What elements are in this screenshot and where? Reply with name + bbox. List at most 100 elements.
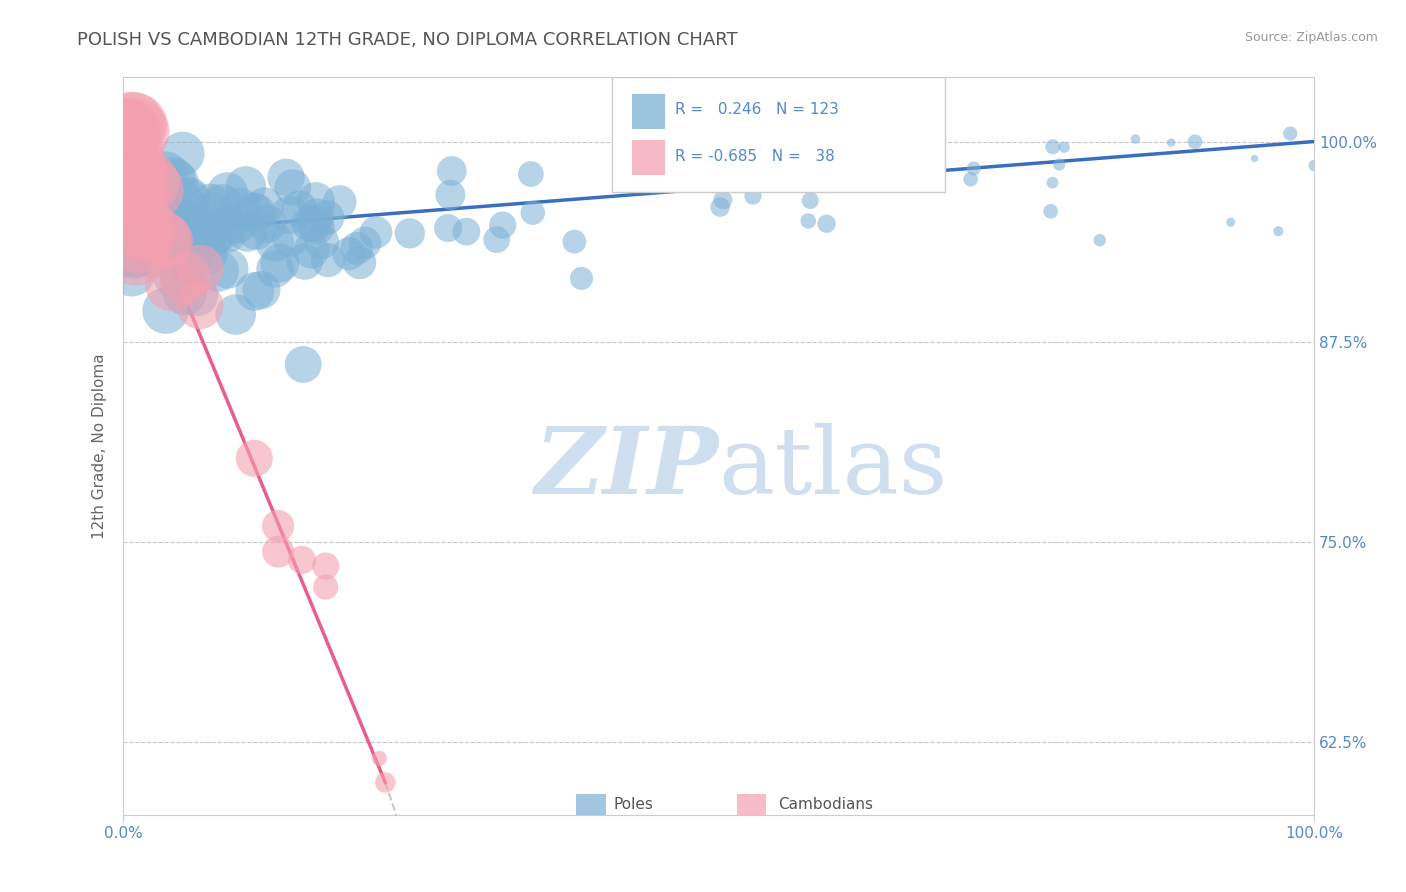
Point <box>269 256 291 270</box>
Point <box>278 208 301 222</box>
Point <box>364 226 387 240</box>
Point <box>299 244 322 258</box>
Point <box>155 167 177 181</box>
Point <box>243 285 266 299</box>
Text: R =   0.246   N = 123: R = 0.246 N = 123 <box>675 102 838 117</box>
Point <box>815 217 838 231</box>
Point <box>173 271 195 285</box>
Point <box>122 184 145 198</box>
Point <box>315 559 337 574</box>
Point <box>315 580 337 594</box>
Point <box>1088 233 1111 247</box>
Point <box>131 221 153 235</box>
Point <box>1160 136 1182 150</box>
Point <box>115 125 138 139</box>
Point <box>274 170 297 185</box>
Point <box>250 283 273 297</box>
Point <box>141 248 163 262</box>
Point <box>114 180 136 194</box>
Point <box>763 157 786 171</box>
Text: atlas: atlas <box>718 423 948 513</box>
Point <box>302 216 325 230</box>
FancyBboxPatch shape <box>612 78 945 192</box>
Point <box>1125 132 1147 146</box>
Point <box>112 163 135 178</box>
Point <box>346 241 368 255</box>
Point <box>226 217 249 231</box>
Point <box>217 261 239 276</box>
Point <box>305 209 328 223</box>
Point <box>797 214 820 228</box>
Point <box>307 219 329 234</box>
Point <box>522 205 544 219</box>
Point <box>162 277 184 292</box>
Point <box>316 253 339 268</box>
Point <box>195 226 218 240</box>
Point <box>162 172 184 186</box>
Point <box>138 176 160 190</box>
Point <box>125 245 148 260</box>
Point <box>112 162 135 177</box>
Point <box>188 298 211 312</box>
Point <box>155 227 177 241</box>
Point <box>437 221 460 235</box>
Point <box>256 217 278 231</box>
Point <box>118 184 141 198</box>
Point <box>305 194 328 209</box>
Point <box>156 227 179 242</box>
Point <box>181 247 204 261</box>
Point <box>243 451 266 466</box>
Point <box>229 201 252 215</box>
Point <box>709 200 731 214</box>
Point <box>138 174 160 188</box>
Point <box>1039 204 1062 219</box>
Point <box>172 196 194 211</box>
Point <box>114 164 136 178</box>
Point <box>165 211 187 226</box>
Point <box>456 225 478 239</box>
Point <box>235 179 257 194</box>
Point <box>215 225 238 239</box>
Point <box>165 176 187 190</box>
Point <box>963 161 986 176</box>
Text: Poles: Poles <box>614 797 654 812</box>
Point <box>1267 224 1289 238</box>
Point <box>131 227 153 241</box>
Point <box>211 197 233 211</box>
Point <box>181 219 204 234</box>
Point <box>368 751 391 765</box>
Point <box>711 193 734 207</box>
Bar <box>737 794 766 814</box>
Point <box>292 358 315 372</box>
Text: R = -0.685   N =   38: R = -0.685 N = 38 <box>675 149 834 164</box>
Point <box>172 270 194 285</box>
Point <box>143 183 166 197</box>
Point <box>1042 140 1064 154</box>
Point <box>127 185 149 199</box>
Point <box>1047 157 1070 171</box>
Point <box>124 204 146 219</box>
Point <box>253 200 276 214</box>
Point <box>217 186 239 200</box>
Point <box>202 228 225 243</box>
Point <box>121 229 143 244</box>
Point <box>440 164 463 178</box>
Point <box>128 234 150 248</box>
Point <box>173 224 195 238</box>
Point <box>156 219 179 234</box>
Point <box>207 264 229 278</box>
Point <box>267 519 290 533</box>
Point <box>761 153 783 167</box>
Point <box>159 210 181 224</box>
Point <box>245 206 267 220</box>
Point <box>201 229 224 244</box>
Text: POLISH VS CAMBODIAN 12TH GRADE, NO DIPLOMA CORRELATION CHART: POLISH VS CAMBODIAN 12TH GRADE, NO DIPLO… <box>77 31 738 49</box>
Point <box>122 119 145 133</box>
Point <box>354 235 377 250</box>
Point <box>118 220 141 235</box>
Point <box>398 227 420 241</box>
Point <box>1184 135 1206 149</box>
Point <box>1279 127 1302 141</box>
Point <box>315 211 337 225</box>
Text: Source: ZipAtlas.com: Source: ZipAtlas.com <box>1244 31 1378 45</box>
